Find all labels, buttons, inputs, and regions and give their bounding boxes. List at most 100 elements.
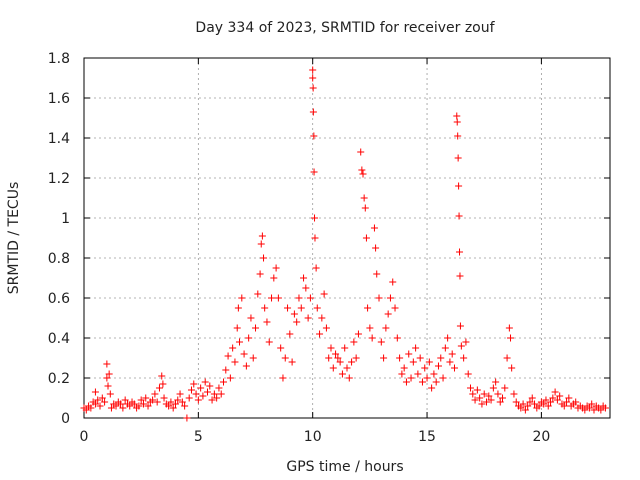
data-points	[80, 66, 609, 422]
plot-frame	[83, 57, 611, 419]
data-point	[350, 338, 358, 346]
data-point	[313, 304, 321, 312]
data-point	[190, 380, 198, 388]
data-point	[581, 406, 589, 414]
data-point	[352, 354, 360, 362]
data-point	[101, 398, 109, 406]
data-point	[450, 364, 458, 372]
data-point	[535, 402, 543, 410]
data-point	[252, 324, 260, 332]
data-point	[460, 354, 468, 362]
y-tick-label: 1.8	[48, 51, 70, 67]
data-point	[187, 386, 195, 394]
x-tick-label: 10	[304, 429, 322, 445]
data-point	[524, 402, 532, 410]
data-point	[507, 334, 515, 342]
data-point	[322, 324, 330, 332]
data-point	[519, 400, 527, 408]
data-point	[345, 374, 353, 382]
data-point	[192, 390, 200, 398]
data-point	[560, 402, 568, 410]
x-tick-label: 5	[194, 429, 203, 445]
y-tick-label: 1.6	[48, 91, 70, 107]
data-point	[142, 394, 150, 402]
data-point	[306, 294, 314, 302]
data-point	[389, 278, 397, 286]
data-point	[121, 396, 129, 404]
data-point	[375, 294, 383, 302]
data-point	[359, 170, 367, 178]
data-point	[414, 370, 422, 378]
data-point	[112, 402, 120, 410]
y-tick-label: 1.4	[48, 131, 70, 147]
data-point	[206, 382, 214, 390]
y-tick-label: 0.2	[48, 371, 70, 387]
data-point	[563, 398, 571, 406]
data-point	[505, 324, 513, 332]
data-point	[480, 390, 488, 398]
data-point	[348, 358, 356, 366]
data-point	[487, 396, 495, 404]
data-point	[103, 360, 111, 368]
data-point	[512, 398, 520, 406]
data-point	[245, 334, 253, 342]
y-tick-label: 0.8	[48, 251, 70, 267]
data-point	[309, 108, 317, 116]
data-point	[87, 404, 95, 412]
data-point	[501, 384, 509, 392]
data-point	[238, 294, 246, 302]
y-tick-label: 0.6	[48, 291, 70, 307]
data-point	[295, 294, 303, 302]
data-point	[503, 354, 511, 362]
data-point	[396, 354, 404, 362]
data-point	[393, 334, 401, 342]
data-point	[336, 358, 344, 366]
data-point	[247, 314, 255, 322]
y-tick-label: 1	[61, 211, 70, 227]
data-point	[126, 402, 134, 410]
data-point	[208, 396, 216, 404]
data-point	[197, 384, 205, 392]
data-point	[457, 342, 465, 350]
data-point	[310, 132, 318, 140]
data-point	[268, 294, 276, 302]
data-point	[137, 396, 145, 404]
data-point	[281, 354, 289, 362]
data-point	[405, 350, 413, 358]
data-point	[597, 406, 605, 414]
data-point	[183, 414, 191, 422]
data-point	[455, 212, 463, 220]
data-point	[428, 384, 436, 392]
data-point	[260, 254, 268, 262]
data-point	[139, 400, 147, 408]
data-point	[386, 294, 394, 302]
data-point	[213, 394, 221, 402]
data-point	[261, 304, 269, 312]
data-point	[551, 388, 559, 396]
data-point	[565, 394, 573, 402]
data-point	[517, 404, 525, 412]
data-point	[159, 380, 167, 388]
data-point	[332, 350, 340, 358]
data-point	[540, 400, 548, 408]
data-point	[144, 402, 152, 410]
data-point	[489, 384, 497, 392]
data-point	[391, 304, 399, 312]
data-point	[231, 358, 239, 366]
data-point	[135, 402, 143, 410]
data-point	[293, 318, 301, 326]
data-point	[171, 400, 179, 408]
data-point	[160, 394, 168, 402]
data-point	[456, 322, 464, 330]
data-point	[549, 394, 557, 402]
data-point	[601, 404, 609, 412]
y-tick-labels: 0 0.2 0.4 0.6 0.8 1 1.2 1.4 1.6 1.8	[48, 51, 70, 427]
data-point	[418, 378, 426, 386]
data-point	[384, 310, 392, 318]
data-point	[444, 334, 452, 342]
data-point	[234, 304, 242, 312]
data-point	[398, 370, 406, 378]
data-point	[572, 398, 580, 406]
data-point	[358, 166, 366, 174]
